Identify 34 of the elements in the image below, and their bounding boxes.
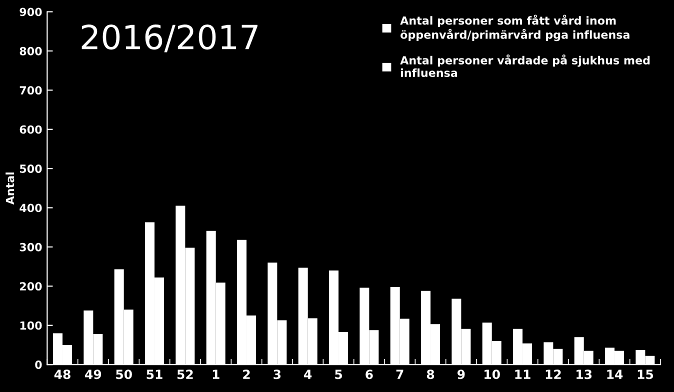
y-tick-label: 400: [20, 204, 42, 212]
y-axis-title: Antal: [6, 172, 14, 205]
y-tick-label: 600: [20, 125, 42, 134]
y-tick-label: 800: [20, 46, 42, 56]
x-tick-label: 50: [116, 370, 132, 380]
y-tick-label: 0: [35, 360, 42, 369]
x-tick-label: 10: [484, 370, 500, 380]
y-tick-label: 200: [20, 282, 42, 291]
x-tick-label: 51: [146, 370, 162, 380]
y-tick-label: 100: [20, 321, 42, 330]
x-tick-label: 8: [426, 370, 434, 380]
x-tick-label: 52: [177, 370, 193, 380]
legend-label: Antal personer vårdade på sjukhus med influensa: [400, 54, 650, 78]
x-tick-label: 3: [274, 370, 281, 380]
x-tick-label: 4: [304, 370, 312, 379]
y-tick-label: 300: [20, 242, 42, 252]
x-tick-label: 48: [54, 370, 70, 380]
x-tick-label: 11: [515, 370, 530, 379]
x-tick-label: 7: [396, 370, 404, 379]
legend-label: Antal personer som fått vård inom öppenvård/primärvård pga influensa: [400, 14, 630, 42]
y-tick-label: 500: [20, 164, 42, 173]
x-tick-label: 2: [243, 370, 250, 379]
chart-title: 2016/2017: [82, 24, 258, 52]
x-tick-label: 13: [576, 370, 592, 380]
y-tick-label: 900: [20, 8, 42, 16]
x-tick-label: 9: [457, 370, 465, 380]
x-tick-label: 1: [212, 370, 220, 379]
y-tick-label: 700: [20, 86, 42, 95]
x-tick-label: 49: [85, 370, 102, 380]
x-tick-label: 5: [335, 370, 342, 380]
x-tick-label: 12: [546, 370, 561, 379]
x-tick-label: 15: [638, 370, 654, 380]
x-tick-label: 6: [366, 370, 373, 380]
x-tick-label: 14: [607, 370, 623, 379]
